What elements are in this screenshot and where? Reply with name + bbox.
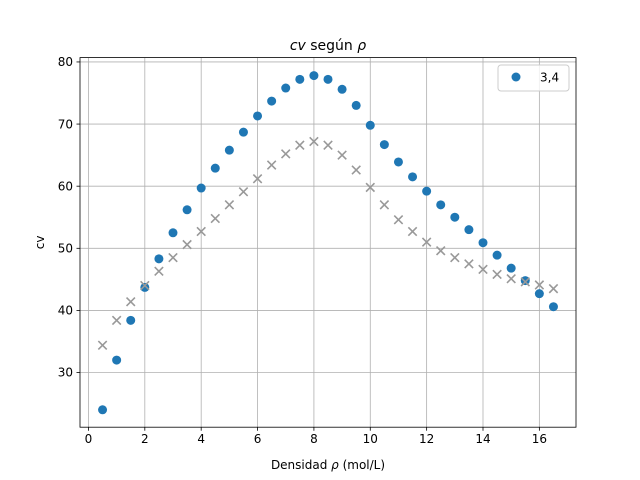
series-1-point: [422, 187, 431, 196]
x-tick-label: 8: [310, 432, 318, 446]
x-tick-label: 10: [363, 432, 378, 446]
series-1-point: [267, 97, 276, 106]
series-1-point: [140, 283, 149, 292]
y-tick-label: 70: [58, 117, 73, 131]
legend-label: 3,4: [540, 71, 559, 85]
series-1-point: [450, 213, 459, 222]
series-1-point: [154, 254, 163, 263]
series-1-point: [169, 228, 178, 237]
series-1-point: [352, 101, 361, 110]
series-1-point: [112, 356, 121, 365]
series-1-point: [535, 289, 544, 298]
y-tick-label: 60: [58, 179, 73, 193]
title-middle: según: [306, 38, 357, 54]
series-1-point: [211, 164, 220, 173]
series-1-point: [366, 121, 375, 130]
series-1-point: [394, 157, 403, 166]
series-1-point: [380, 140, 389, 149]
y-tick-label: 30: [58, 366, 73, 380]
series-1-point: [408, 172, 417, 181]
series-1-point: [239, 128, 248, 137]
series-1-point: [338, 85, 347, 94]
series-1-point: [436, 200, 445, 209]
chart-title: cv según ρ: [290, 38, 366, 54]
series-1-point: [197, 184, 206, 193]
series-1-point: [479, 238, 488, 247]
x-tick-label: 0: [85, 432, 93, 446]
series-1-point: [225, 146, 234, 155]
x-tick-label: 16: [532, 432, 547, 446]
series-1-point: [281, 84, 290, 93]
series-1-point: [126, 316, 135, 325]
series-1-point: [507, 264, 516, 273]
legend: 3,4: [498, 65, 569, 91]
x-tick-label: 6: [254, 432, 262, 446]
x-tick-label: 14: [475, 432, 490, 446]
y-axis-label: cv: [33, 236, 47, 250]
title-symbol: ρ: [357, 38, 366, 54]
series-1-point: [549, 302, 558, 311]
series-1-point: [493, 251, 502, 260]
legend-marker-circle: [512, 73, 521, 82]
x-tick-label: 12: [419, 432, 434, 446]
series-1-point: [295, 75, 304, 84]
series-1-point: [324, 75, 333, 84]
series-1-point: [253, 111, 262, 120]
series-1-point: [309, 71, 318, 80]
xlabel-prefix: Densidad: [271, 458, 331, 472]
series-1-point: [464, 225, 473, 234]
y-tick-label: 50: [58, 242, 73, 256]
title-variable: cv: [290, 38, 307, 54]
series-1-point: [98, 405, 107, 414]
series-1-point: [521, 276, 530, 285]
y-tick-label: 40: [58, 304, 73, 318]
xlabel-suffix: (mol/L): [339, 458, 385, 472]
x-axis-label: Densidad ρ (mol/L): [271, 458, 385, 472]
series-1-point: [183, 205, 192, 214]
y-tick-label: 80: [58, 55, 73, 69]
x-tick-label: 2: [141, 432, 149, 446]
x-tick-label: 4: [197, 432, 205, 446]
